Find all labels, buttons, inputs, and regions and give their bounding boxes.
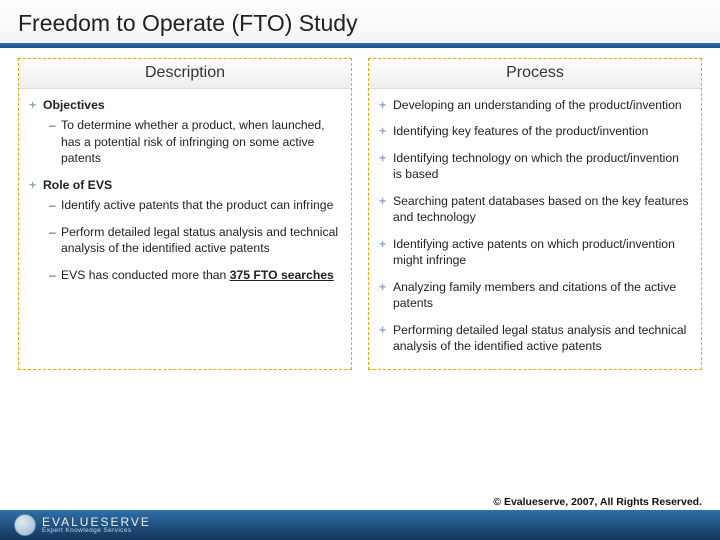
list-item: + Identifying key features of the produc…: [379, 123, 691, 139]
list-item: – Identify active patents that the produ…: [49, 197, 341, 213]
page-title: Freedom to Operate (FTO) Study: [0, 0, 720, 43]
brand-text: EVALUESERVE Expert Knowledge Services: [42, 516, 151, 535]
dash-icon: –: [49, 117, 61, 166]
footer-bar: EVALUESERVE Expert Knowledge Services: [0, 510, 720, 540]
brand-logo: EVALUESERVE Expert Knowledge Services: [14, 514, 151, 536]
plus-icon: +: [379, 97, 393, 113]
list-item: + Identifying technology on which the pr…: [379, 150, 691, 183]
list-item: + Performing detailed legal status analy…: [379, 322, 691, 355]
list-item-prefix: EVS has conducted more than: [61, 268, 230, 282]
globe-icon: [14, 514, 36, 536]
plus-icon: +: [29, 177, 43, 193]
list-item: + Developing an understanding of the pro…: [379, 97, 691, 113]
list-item: + Identifying active patents on which pr…: [379, 236, 691, 269]
plus-icon: +: [379, 150, 393, 183]
list-item: – Perform detailed legal status analysis…: [49, 224, 341, 257]
plus-icon: +: [379, 123, 393, 139]
list-item: + Searching patent databases based on th…: [379, 193, 691, 226]
dash-icon: –: [49, 224, 61, 257]
list-item-emphasis: 375 FTO searches: [230, 268, 334, 282]
plus-icon: +: [29, 97, 43, 113]
role-of-evs-heading: + Role of EVS: [29, 177, 341, 193]
plus-icon: +: [379, 322, 393, 355]
description-column: Description + Objectives – To determine …: [18, 58, 352, 370]
plus-icon: +: [379, 193, 393, 226]
copyright-text: © Evalueserve, 2007, All Rights Reserved…: [493, 496, 702, 508]
list-item: – EVS has conducted more than 375 FTO se…: [49, 267, 341, 283]
title-text: Freedom to Operate (FTO) Study: [18, 10, 358, 36]
dash-icon: –: [49, 197, 61, 213]
list-item: – To determine whether a product, when l…: [49, 117, 341, 166]
content-area: Description + Objectives – To determine …: [0, 48, 720, 370]
process-column: Process + Developing an understanding of…: [368, 58, 702, 370]
description-header: Description: [19, 59, 351, 89]
list-item: + Analyzing family members and citations…: [379, 279, 691, 312]
plus-icon: +: [379, 236, 393, 269]
plus-icon: +: [379, 279, 393, 312]
process-header: Process: [369, 59, 701, 89]
brand-main: EVALUESERVE: [42, 516, 151, 528]
objectives-heading: + Objectives: [29, 97, 341, 113]
brand-sub: Expert Knowledge Services: [42, 528, 151, 535]
dash-icon: –: [49, 267, 61, 283]
